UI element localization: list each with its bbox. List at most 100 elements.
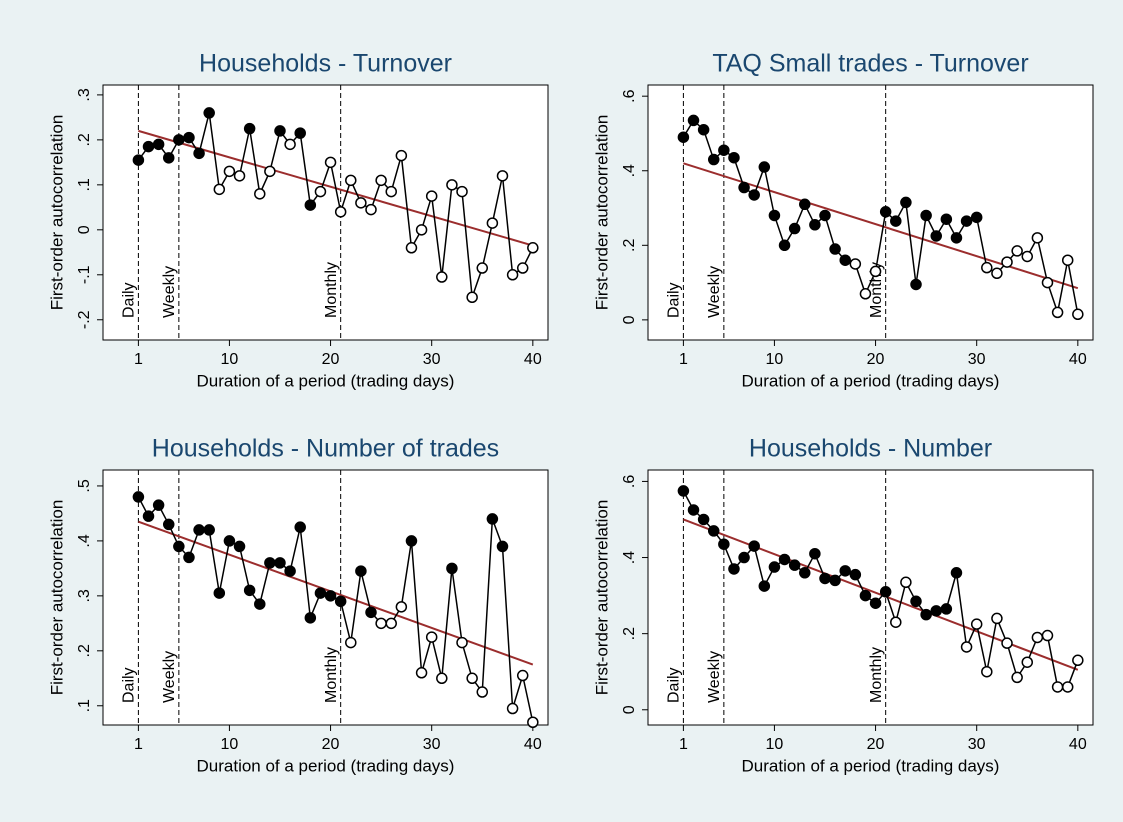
y-tick-label: 0 xyxy=(76,225,93,234)
y-tick-label: .6 xyxy=(621,475,638,488)
point xyxy=(738,551,750,564)
point xyxy=(738,181,750,194)
x-tick-label: 20 xyxy=(322,736,340,753)
point xyxy=(314,587,327,599)
point xyxy=(1011,671,1023,684)
point xyxy=(1061,681,1074,693)
point xyxy=(1031,631,1044,644)
point xyxy=(970,211,983,224)
point xyxy=(758,580,771,592)
point xyxy=(476,262,489,274)
x-tick-label: 30 xyxy=(423,736,441,753)
point xyxy=(1001,256,1013,268)
point xyxy=(213,183,226,196)
point xyxy=(677,131,690,143)
point xyxy=(728,563,740,575)
point xyxy=(395,149,408,162)
point xyxy=(718,538,730,550)
chart-title: Households - Turnover xyxy=(199,50,452,78)
point xyxy=(142,140,155,153)
point xyxy=(1072,308,1084,321)
point xyxy=(1011,245,1023,257)
point xyxy=(697,123,710,136)
point xyxy=(304,612,317,624)
point xyxy=(446,179,458,191)
point xyxy=(284,138,296,151)
point xyxy=(1072,654,1084,667)
series-line xyxy=(682,119,1079,316)
point xyxy=(687,114,700,127)
x-tick-label: 1 xyxy=(134,351,143,368)
x-tick-label: 40 xyxy=(1069,736,1087,753)
point xyxy=(527,242,539,254)
point xyxy=(284,565,296,577)
point xyxy=(707,153,720,166)
y-tick-label: .1 xyxy=(76,178,93,191)
point xyxy=(991,612,1003,625)
point xyxy=(314,185,327,198)
x-tick-label: 10 xyxy=(221,351,239,368)
point xyxy=(496,540,509,553)
point xyxy=(233,540,246,553)
y-tick-label: .3 xyxy=(76,88,93,101)
y-tick-label: .1 xyxy=(76,699,93,712)
point xyxy=(768,561,781,573)
point xyxy=(981,665,993,678)
point xyxy=(375,617,387,630)
point xyxy=(405,535,418,547)
panel: TAQ Small trades - Turnover Duration of a… xyxy=(592,50,1094,390)
point xyxy=(193,147,205,160)
point xyxy=(425,631,438,643)
point xyxy=(456,636,468,649)
point xyxy=(254,188,266,200)
series-line xyxy=(682,490,1079,688)
point xyxy=(819,572,831,585)
point xyxy=(677,485,690,497)
point xyxy=(466,291,478,304)
point xyxy=(223,535,236,547)
point xyxy=(274,125,286,137)
point xyxy=(748,189,760,201)
point xyxy=(900,576,912,589)
reference-label: Weekly xyxy=(161,266,178,318)
point xyxy=(1021,656,1034,668)
point xyxy=(527,716,539,729)
fit-line xyxy=(683,162,1079,290)
point xyxy=(162,518,175,531)
y-tick-label: .4 xyxy=(76,534,93,547)
point xyxy=(920,608,932,621)
x-tick-label: 10 xyxy=(221,736,239,753)
y-tick-label: -.1 xyxy=(76,265,93,284)
point xyxy=(890,616,902,628)
point xyxy=(829,243,841,255)
point xyxy=(516,262,529,274)
point xyxy=(173,134,185,146)
y-tick-label: .4 xyxy=(621,551,638,564)
x-tick-label: 30 xyxy=(968,736,986,753)
point xyxy=(274,557,286,569)
y-axis-title: First-order autocorrelation xyxy=(592,115,611,311)
point xyxy=(879,586,892,598)
y-axis-title: First-order autocorrelation xyxy=(47,500,66,696)
point xyxy=(456,185,468,198)
point xyxy=(687,504,700,516)
y-axis-title: First-order autocorrelation xyxy=(592,500,611,696)
x-tick-label: 10 xyxy=(766,736,784,753)
point xyxy=(345,636,357,649)
point xyxy=(506,702,519,715)
point xyxy=(819,209,831,222)
reference-label: Weekly xyxy=(706,651,723,703)
point xyxy=(142,510,155,522)
point xyxy=(788,222,801,235)
panel: Households - Number Duration of a period … xyxy=(592,435,1094,775)
point xyxy=(152,138,165,151)
point xyxy=(223,165,236,178)
point xyxy=(930,230,942,242)
point xyxy=(365,203,377,216)
y-tick-label: .3 xyxy=(76,589,93,602)
point xyxy=(304,199,317,211)
point xyxy=(778,239,791,252)
point xyxy=(910,278,922,291)
x-tick-label: 20 xyxy=(322,351,340,368)
